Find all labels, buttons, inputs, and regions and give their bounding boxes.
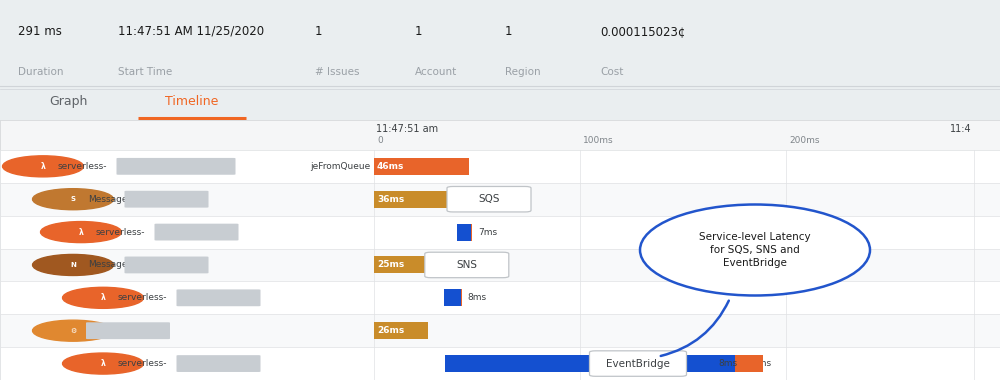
FancyBboxPatch shape (447, 187, 531, 212)
Text: 11:47:51 am: 11:47:51 am (376, 124, 438, 134)
Bar (0, 215, 1000, 249)
Text: serverless-: serverless- (118, 359, 168, 368)
Text: 11:47:51 AM 11/25/2020: 11:47:51 AM 11/25/2020 (118, 25, 264, 38)
FancyBboxPatch shape (86, 322, 170, 339)
Text: Cost: Cost (600, 67, 623, 77)
Text: Timeline: Timeline (165, 95, 219, 108)
Bar (374, 158, 469, 175)
FancyBboxPatch shape (116, 158, 236, 175)
Text: Graph: Graph (49, 95, 87, 108)
FancyBboxPatch shape (425, 252, 509, 278)
FancyBboxPatch shape (124, 191, 209, 207)
Bar (471, 223, 472, 241)
Text: Duration: Duration (18, 67, 64, 77)
Circle shape (63, 353, 143, 374)
Text: Account: Account (415, 67, 457, 77)
Text: Message: Message (88, 195, 128, 204)
Bar (751, 355, 763, 372)
Text: 0: 0 (377, 136, 383, 145)
Text: λ: λ (41, 162, 45, 171)
Text: S: S (70, 196, 76, 202)
Text: SNS: SNS (456, 260, 477, 270)
Text: 1: 1 (315, 25, 322, 38)
Bar (374, 256, 427, 274)
Text: Service-level Latency
for SQS, SNS and
EventBridge: Service-level Latency for SQS, SNS and E… (699, 232, 811, 268)
Bar (461, 289, 462, 306)
Bar (0, 314, 1000, 347)
Bar (0, 150, 1000, 183)
Text: λ: λ (101, 293, 105, 302)
Text: jeFromQueue: jeFromQueue (310, 162, 370, 171)
FancyBboxPatch shape (176, 355, 260, 372)
Text: 36ms: 36ms (377, 195, 404, 204)
Text: 1: 1 (415, 25, 422, 38)
Text: 200ms: 200ms (789, 136, 820, 145)
Bar (0, 120, 1000, 150)
Text: serverless-: serverless- (96, 228, 146, 237)
Text: 7ms: 7ms (478, 228, 497, 237)
Text: λ: λ (79, 228, 83, 237)
Text: ❯: ❯ (38, 196, 47, 203)
Text: 25ms: 25ms (377, 260, 404, 269)
Text: EventBridge: EventBridge (606, 359, 670, 369)
Text: 291 ms: 291 ms (18, 25, 62, 38)
Circle shape (3, 156, 83, 177)
Bar (374, 322, 428, 339)
Text: 8ms: 8ms (468, 293, 487, 302)
Text: 26ms: 26ms (377, 326, 404, 335)
Text: 1: 1 (505, 25, 512, 38)
Text: serverless-: serverless- (118, 293, 168, 302)
Text: ▲: ▲ (68, 293, 74, 302)
Text: Message: Message (88, 260, 128, 269)
Text: SQS: SQS (478, 194, 500, 204)
Circle shape (33, 320, 113, 341)
Circle shape (41, 222, 121, 242)
Text: ❯: ❯ (38, 262, 47, 268)
Circle shape (63, 287, 143, 308)
Text: ▲: ▲ (68, 359, 74, 368)
Text: Start Time: Start Time (118, 67, 172, 77)
FancyBboxPatch shape (176, 290, 260, 306)
Bar (0, 183, 1000, 215)
Text: ❯: ❯ (8, 163, 17, 169)
Bar (0, 281, 1000, 314)
Text: 0.000115023¢: 0.000115023¢ (600, 25, 685, 38)
FancyBboxPatch shape (124, 256, 209, 273)
FancyBboxPatch shape (154, 224, 239, 241)
Text: λ: λ (101, 359, 105, 368)
Text: ⚙: ⚙ (70, 328, 76, 334)
Bar (0, 347, 1000, 380)
Text: 100ms: 100ms (583, 136, 614, 145)
Bar (0, 249, 1000, 281)
Bar (735, 355, 757, 372)
Bar (445, 355, 746, 372)
Text: 8ms: 8ms (719, 359, 738, 368)
Bar (444, 289, 462, 306)
Bar (374, 191, 449, 208)
Circle shape (33, 189, 113, 210)
Text: ❯: ❯ (38, 328, 47, 334)
Text: Region: Region (505, 67, 541, 77)
Circle shape (33, 255, 113, 276)
Bar (457, 223, 472, 241)
FancyBboxPatch shape (590, 351, 686, 376)
Ellipse shape (640, 204, 870, 296)
Text: 46ms: 46ms (377, 162, 404, 171)
Text: N: N (70, 262, 76, 268)
Text: 11:4: 11:4 (950, 124, 972, 134)
Text: 8ms: 8ms (752, 359, 771, 368)
Text: # Issues: # Issues (315, 67, 360, 77)
Text: serverless-: serverless- (58, 162, 108, 171)
